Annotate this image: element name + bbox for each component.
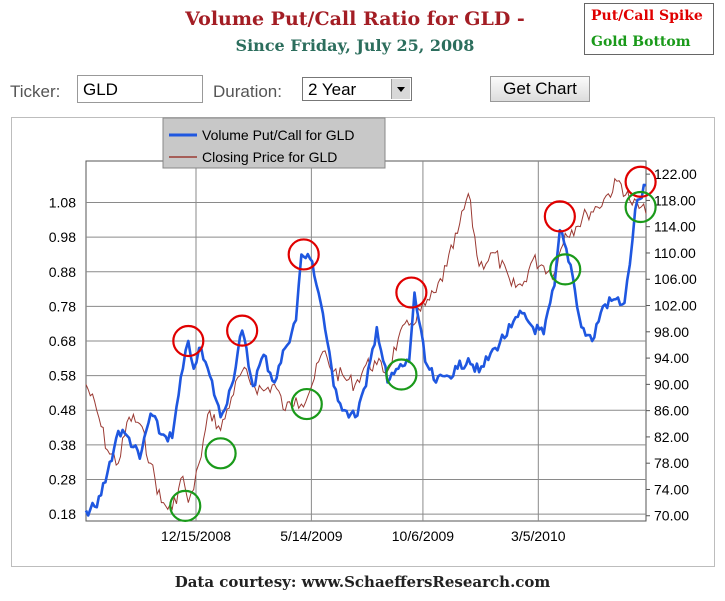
- ticker-input[interactable]: GLD: [77, 75, 203, 103]
- left-tick-label: 0.68: [49, 333, 76, 349]
- left-tick-label: 0.88: [49, 264, 76, 280]
- duration-value: 2 Year: [308, 80, 357, 99]
- x-tick-label: 12/15/2008: [161, 528, 231, 544]
- right-tick-label: 86.00: [654, 403, 689, 419]
- put-call-spike-circle: [226, 314, 259, 347]
- gold-bottom-circle: [549, 253, 582, 286]
- gold-bottom-key: Gold Bottom: [591, 34, 691, 50]
- data-source-footer: Data courtesy: www.SchaeffersResearch.co…: [174, 573, 551, 591]
- chart-title: Volume Put/Call Ratio for GLD -: [185, 8, 525, 30]
- gold-bottom-circle: [169, 489, 202, 522]
- put-call-spike-circle: [624, 165, 657, 198]
- gold-bottom-circle: [290, 387, 323, 421]
- right-tick-label: 110.00: [654, 245, 696, 261]
- right-tick-label: 106.00: [654, 271, 697, 287]
- chart-area: 0.18 0.28 0.38 0.48 0.58 0.68 0.78 0.88 0.98 1.08…: [11, 117, 715, 567]
- x-tick-label: 5/14/2009: [280, 528, 342, 544]
- right-tick-label: 90.00: [654, 376, 689, 392]
- put-call-line: [84, 183, 647, 517]
- right-axis-ticks: 70.00 74.00 78.00 82.00 86.00 90.00 94.00 98.00…: [646, 166, 697, 524]
- right-tick-label: 102.00: [654, 298, 697, 314]
- right-tick-label: 74.00: [654, 481, 689, 497]
- right-tick-label: 98.00: [654, 324, 689, 340]
- get-chart-button[interactable]: Get Chart: [490, 76, 590, 102]
- right-tick-label: 78.00: [654, 455, 689, 471]
- price-legend-label: Closing Price for GLD: [202, 149, 337, 165]
- put-call-spike-circle: [395, 276, 428, 309]
- duration-select[interactable]: 2 Year: [302, 77, 412, 101]
- left-tick-label: 0.38: [49, 437, 76, 453]
- series-legend-box: [162, 117, 386, 169]
- left-axis-ticks: 0.18 0.28 0.38 0.48 0.58 0.68 0.78 0.88 0.98 1.08: [49, 195, 76, 523]
- series-legend: Volume Put/Call for GLD Closing Price fo…: [162, 117, 386, 169]
- chevron-down-icon[interactable]: [391, 79, 410, 99]
- gold-bottom-circle: [624, 190, 657, 224]
- put-call-spike-circle: [287, 238, 320, 271]
- left-tick-label: 0.18: [49, 506, 76, 522]
- left-tick-label: 0.28: [49, 471, 76, 487]
- right-tick-label: 82.00: [654, 429, 689, 445]
- annotation-key: Put/Call Spike Gold Bottom: [584, 3, 714, 55]
- put-call-spike-circle: [172, 324, 205, 358]
- ticker-label: Ticker:: [10, 82, 61, 101]
- gold-bottom-circle: [204, 437, 237, 470]
- right-tick-label: 70.00: [654, 508, 689, 524]
- x-axis-ticks: 12/15/2008 5/14/2009 10/6/2009 3/5/2010: [161, 528, 566, 544]
- right-tick-label: 122.00: [654, 166, 697, 182]
- annotation-circles: [169, 165, 657, 522]
- left-tick-label: 0.58: [49, 368, 76, 384]
- right-tick-label: 118.00: [654, 192, 696, 208]
- x-tick-label: 3/5/2010: [511, 528, 566, 544]
- put-call-spike-circle: [543, 200, 576, 233]
- right-tick-label: 94.00: [654, 350, 689, 366]
- left-tick-label: 1.08: [49, 195, 76, 211]
- chart-subtitle: Since Friday, July 25, 2008: [235, 36, 475, 55]
- put-call-legend-label: Volume Put/Call for GLD: [202, 127, 355, 143]
- grid-lines: [86, 161, 646, 521]
- put-call-spike-key: Put/Call Spike: [591, 8, 703, 24]
- left-tick-label: 0.48: [49, 402, 76, 418]
- x-tick-label: 10/6/2009: [392, 528, 454, 544]
- left-tick-label: 0.98: [49, 229, 76, 245]
- left-tick-label: 0.78: [49, 298, 76, 314]
- gold-bottom-circle: [385, 358, 418, 391]
- duration-label: Duration:: [213, 82, 282, 101]
- right-tick-label: 114.00: [654, 219, 696, 235]
